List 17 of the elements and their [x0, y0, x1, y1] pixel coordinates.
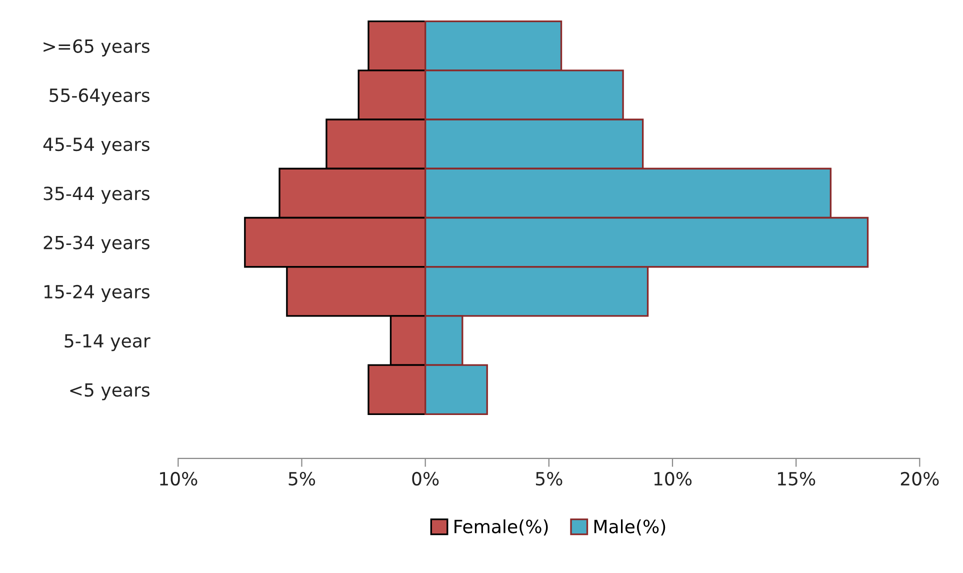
legend-label: Female(%): [454, 519, 548, 536]
x-tick-label: 20%: [900, 472, 939, 486]
y-tick-label: 25-34 years: [44, 236, 150, 253]
legend-label: Male(%): [594, 519, 666, 536]
y-tick-label: 55-64years: [50, 88, 150, 106]
y-tick-label: 15-24 years: [44, 284, 150, 302]
y-tick-label: >=65 years: [44, 39, 150, 56]
x-tick-label: 5%: [536, 472, 562, 486]
y-tick-label: 45-54 years: [43, 138, 150, 155]
x-tick-label: 10%: [654, 472, 692, 486]
y-tick-label: 35-44 years: [44, 186, 150, 204]
x-tick-label: 10%: [160, 472, 198, 486]
x-tick-label: 15%: [778, 472, 816, 486]
y-tick-label: <5 years: [70, 383, 150, 400]
x-tick-label: 5%: [288, 472, 316, 486]
x-tick-label: 0%: [412, 472, 439, 486]
y-tick-label: 5-14 year: [64, 334, 150, 352]
